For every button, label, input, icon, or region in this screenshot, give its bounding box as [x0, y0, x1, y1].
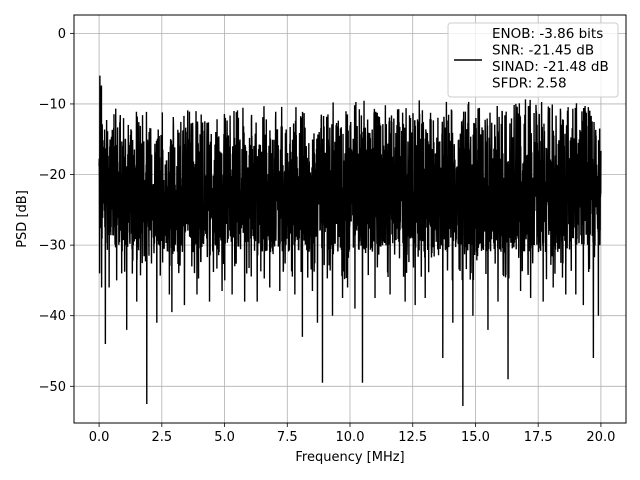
x-tick-label: 20.0: [586, 430, 615, 445]
y-tick-label: −40: [39, 309, 66, 324]
x-tick-label: 10.0: [336, 430, 365, 445]
legend-sinad: SINAD: -21.48 dB: [492, 59, 609, 75]
x-tick-label: 7.5: [277, 430, 298, 445]
x-tick-label: 12.5: [398, 430, 427, 445]
x-tick-label: 15.0: [461, 430, 490, 445]
x-axis-label: Frequency [MHz]: [295, 450, 404, 465]
x-tick-label: 0.0: [89, 430, 110, 445]
legend-snr: SNR: -21.45 dB: [492, 43, 594, 59]
x-tick-label: 17.5: [524, 430, 553, 445]
x-tick-label: 5.0: [214, 430, 235, 445]
legend: ENOB: -3.86 bits SNR: -21.45 dB SINAD: -…: [447, 22, 619, 98]
plot-area: [98, 75, 602, 407]
legend-enob: ENOB: -3.86 bits: [492, 26, 603, 42]
y-axis-label: PSD [dB]: [15, 190, 30, 248]
x-tick-label: 2.5: [151, 430, 172, 445]
y-tick-label: −10: [39, 97, 66, 112]
x-axis-ticks: 0.0 2.5 5.0 7.5 10.0 12.5 15.0 17.5 20.0: [89, 423, 615, 445]
y-axis-ticks: 0 −10 −20 −30 −40 −50: [39, 27, 74, 395]
y-tick-label: −30: [39, 239, 66, 254]
y-tick-label: −20: [39, 168, 66, 183]
y-tick-label: −50: [39, 380, 66, 395]
y-tick-label: 0: [58, 27, 66, 42]
legend-box: [447, 22, 619, 98]
psd-trace: [98, 75, 602, 407]
legend-sfdr: SFDR: 2.58: [492, 76, 567, 92]
